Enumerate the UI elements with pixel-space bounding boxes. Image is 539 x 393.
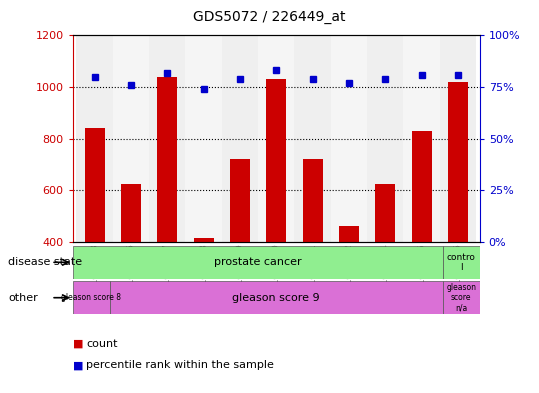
Text: prostate cancer: prostate cancer <box>214 257 301 267</box>
Text: count: count <box>86 339 118 349</box>
Bar <box>331 35 367 242</box>
Bar <box>302 159 322 242</box>
Bar <box>375 184 395 242</box>
Bar <box>230 159 250 242</box>
Bar <box>77 35 113 242</box>
Bar <box>73 281 110 314</box>
Bar <box>121 184 141 242</box>
Bar <box>194 238 213 242</box>
Bar <box>85 128 105 242</box>
Bar <box>149 35 185 242</box>
Bar <box>339 226 359 242</box>
Bar <box>113 35 149 242</box>
Bar <box>412 131 432 242</box>
Bar <box>367 35 403 242</box>
Text: disease state: disease state <box>8 257 82 267</box>
Bar <box>222 35 258 242</box>
Text: other: other <box>8 293 38 303</box>
Text: ■: ■ <box>73 339 83 349</box>
Text: contro
l: contro l <box>447 253 475 272</box>
Bar <box>157 77 177 242</box>
Bar <box>440 35 476 242</box>
Text: percentile rank within the sample: percentile rank within the sample <box>86 360 274 371</box>
Text: ■: ■ <box>73 360 83 371</box>
Bar <box>448 82 468 242</box>
Text: gleason score 8: gleason score 8 <box>61 293 121 302</box>
Bar <box>403 35 440 242</box>
Text: gleason score 9: gleason score 9 <box>232 293 320 303</box>
Bar <box>294 35 331 242</box>
Bar <box>110 281 443 314</box>
Text: gleason
score
n/a: gleason score n/a <box>446 283 476 312</box>
Bar <box>443 281 480 314</box>
Bar <box>185 35 222 242</box>
Bar <box>258 35 294 242</box>
Bar <box>443 246 480 279</box>
Bar <box>266 79 286 242</box>
Text: GDS5072 / 226449_at: GDS5072 / 226449_at <box>194 10 345 24</box>
